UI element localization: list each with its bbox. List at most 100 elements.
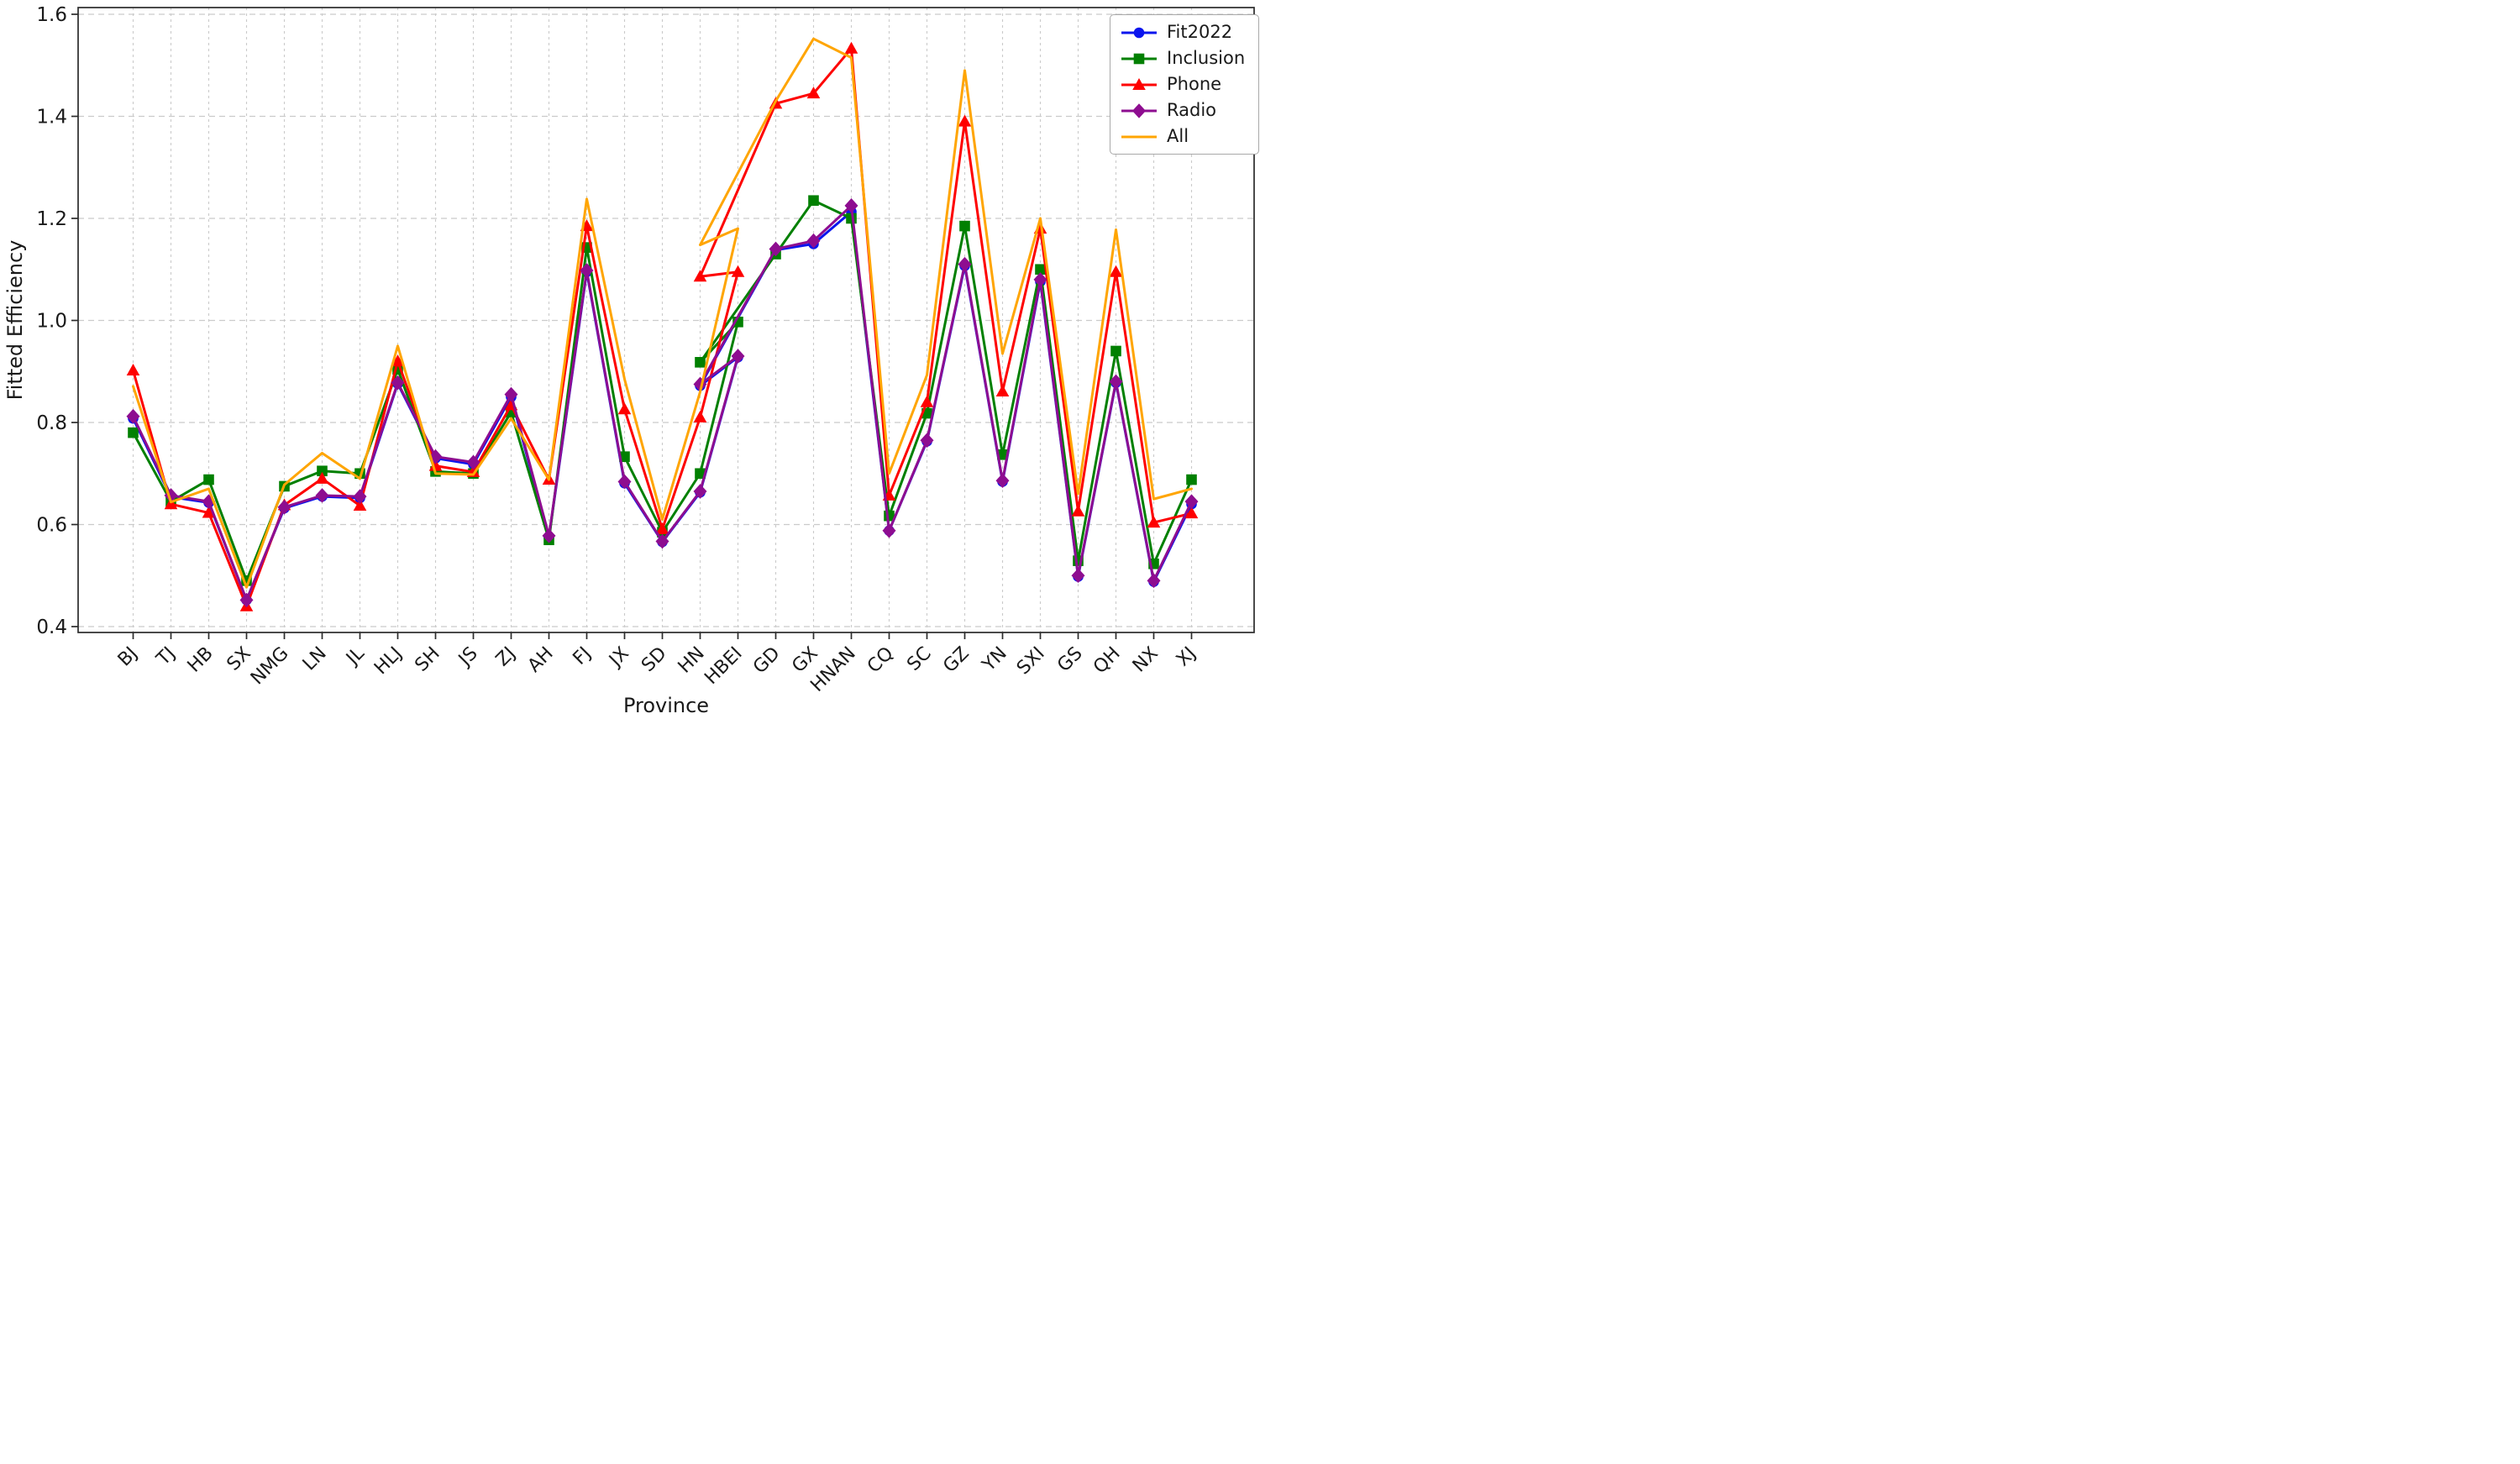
x-tick-label: FJ [570, 643, 596, 669]
data-point-marker [428, 449, 443, 464]
data-point-marker [617, 474, 632, 490]
data-point-marker [504, 386, 518, 402]
data-point-marker [920, 395, 934, 407]
x-tick-label: NX [1129, 643, 1163, 677]
data-point-marker [542, 528, 556, 543]
data-point-marker [995, 473, 1010, 489]
y-tick-label: 0.4 [36, 617, 67, 638]
data-point-marker [203, 474, 214, 485]
y-tick-label: 1.2 [36, 208, 67, 230]
data-point-marker [1147, 573, 1161, 589]
chart: 0.4 0.6 0.8 1.0 1.2 1.4 1.6 BJ TJ HB SX NMG LN JL HLJ S… [0, 0, 1260, 732]
legend-item-label: Phone [1167, 74, 1222, 94]
legend-marker [1133, 53, 1145, 64]
legend-item-label: Fit2022 [1167, 22, 1233, 42]
data-point-marker [1184, 506, 1199, 519]
y-tick-label: 0.6 [36, 515, 67, 537]
data-point-marker [1033, 272, 1047, 287]
data-point-marker [315, 488, 329, 503]
y-axis-title: Fitted Efficiency [3, 240, 27, 401]
series-layer [126, 37, 1199, 611]
data-point-marker [128, 427, 139, 438]
line-diamond-marker-icon [1121, 102, 1157, 118]
data-point-marker [731, 265, 745, 277]
data-point-marker [693, 270, 707, 282]
data-point-marker [277, 500, 291, 515]
legend-item-label: Inclusion [1167, 48, 1246, 68]
x-tick-label: TJ [152, 643, 179, 670]
y-tick-label: 1.6 [36, 4, 67, 26]
chart-legend: Fit2022 Inclusion Phone Radio All [1110, 14, 1260, 155]
x-tick-label: XJ [1173, 643, 1200, 671]
series-line [132, 204, 1193, 601]
data-point-marker [428, 459, 443, 471]
data-point-marker [391, 354, 405, 367]
data-point-marker [844, 198, 858, 213]
line-square-marker-icon [1121, 53, 1157, 64]
data-point-marker [391, 375, 405, 391]
x-tick-label: SD [638, 643, 671, 677]
legend-item: Inclusion [1120, 49, 1245, 68]
data-point-marker [353, 499, 367, 512]
data-point-marker [920, 433, 934, 449]
data-point-marker [126, 364, 140, 376]
x-tick-label: CQ [864, 643, 898, 678]
data-point-marker [731, 349, 745, 364]
data-point-marker [239, 592, 254, 608]
data-point-marker [1184, 494, 1199, 509]
line-triangle-marker-icon [1121, 77, 1157, 90]
line-plain-icon [1121, 135, 1157, 138]
x-tick-label: GD [749, 643, 785, 679]
data-point-marker [806, 233, 821, 249]
legend-item: Fit2022 [1120, 23, 1245, 42]
data-point-marker [353, 489, 367, 504]
data-point-marker [693, 484, 707, 499]
x-tick-label: SC [903, 643, 935, 675]
data-point-marker [126, 408, 140, 424]
x-tick-label: HB [184, 643, 218, 677]
x-tick-label: HBEI [701, 643, 746, 689]
x-tick-label: SH [411, 643, 444, 676]
x-tick-label: HLJ [370, 643, 407, 680]
x-tick-label: GS [1053, 643, 1087, 677]
data-point-marker [315, 471, 329, 484]
series-all [132, 37, 1193, 589]
legend-marker [1133, 27, 1145, 38]
data-point-marker [959, 220, 970, 232]
data-point-marker [1071, 568, 1085, 584]
data-point-marker [617, 402, 632, 415]
data-point-marker [1109, 265, 1123, 277]
x-tick-label: JX [604, 643, 633, 672]
data-point-marker [958, 114, 972, 127]
data-point-marker [466, 454, 480, 470]
x-axis-title: Province [623, 694, 709, 717]
line-circle-marker-icon [1121, 27, 1157, 38]
legend-marker [1132, 102, 1146, 118]
y-tick-label: 0.8 [36, 412, 67, 434]
data-point-marker [1147, 516, 1161, 528]
data-point-marker [1035, 264, 1046, 275]
data-point-marker [769, 241, 783, 257]
data-point-marker [808, 195, 819, 207]
x-tick-label: GZ [939, 643, 973, 677]
x-tick-label: YN [978, 643, 1011, 677]
legend-item: All [1120, 127, 1245, 146]
data-point-marker [655, 533, 669, 549]
x-tick-label: ZJ [492, 643, 520, 671]
data-point-marker [882, 522, 896, 538]
data-point-marker [1186, 474, 1197, 485]
x-tick-label: LN [299, 643, 331, 675]
x-tick-label: JS [454, 643, 482, 672]
legend-item: Phone [1120, 75, 1245, 94]
data-point-marker [619, 451, 630, 463]
data-point-marker [997, 449, 1008, 460]
data-point-marker [1071, 504, 1085, 517]
x-tick-label: NMG [247, 643, 293, 690]
x-tick-label: AH [524, 643, 558, 677]
data-point-marker [317, 465, 328, 477]
data-point-marker [655, 522, 669, 534]
x-tick-label: QH [1089, 643, 1125, 679]
legend-marker [1132, 77, 1146, 90]
